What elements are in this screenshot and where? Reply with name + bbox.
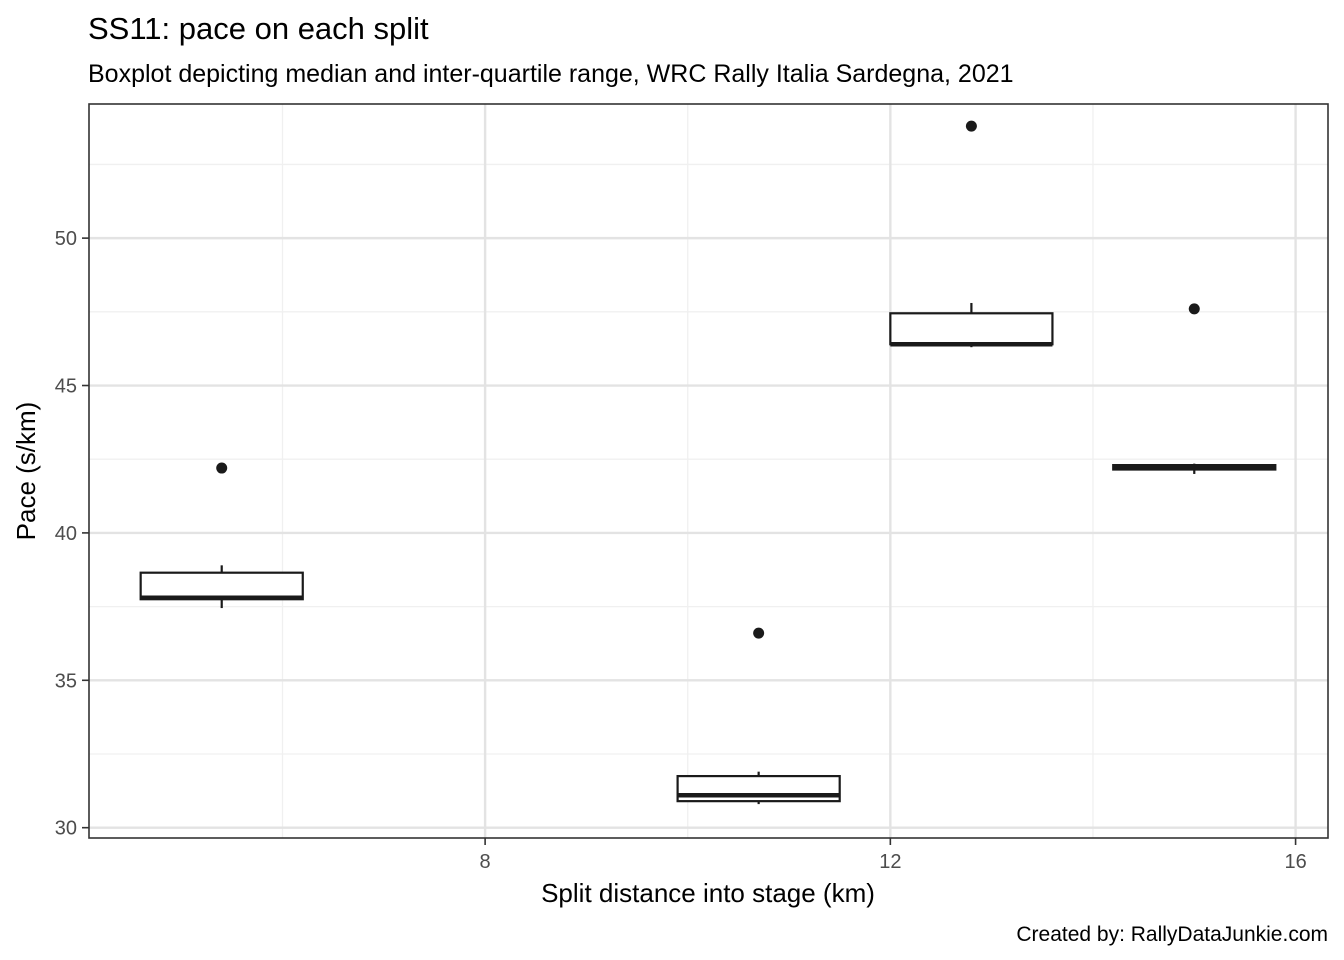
chart-subtitle: Boxplot depicting median and inter-quart… (88, 60, 1014, 88)
chart-title: SS11: pace on each split (88, 11, 429, 46)
y-tick-label: 40 (55, 523, 77, 545)
y-tick-label: 35 (55, 670, 77, 692)
x-axis-label: Split distance into stage (km) (541, 878, 875, 908)
box-4-outlier (1188, 303, 1200, 315)
plot-panel: 30 35 40 45 50 8 12 16 (55, 103, 1329, 873)
panel-background (89, 104, 1328, 838)
y-tick-label: 50 (55, 228, 77, 250)
y-axis-label: Pace (s/km) (11, 402, 41, 541)
chart-caption: Created by: RallyDataJunkie.com (1016, 923, 1328, 946)
x-tick-label: 8 (480, 851, 491, 873)
box-1 (139, 571, 304, 601)
panel-border (88, 103, 1329, 839)
box-1-outlier (216, 462, 228, 474)
x-tick-label: 16 (1284, 851, 1306, 873)
box-3 (889, 312, 1054, 346)
y-tick-label: 30 (55, 818, 77, 840)
y-tick-label: 45 (55, 376, 77, 398)
x-tick-label: 12 (879, 851, 901, 873)
box-3-outlier (965, 120, 977, 132)
box-2-outlier (753, 627, 765, 639)
